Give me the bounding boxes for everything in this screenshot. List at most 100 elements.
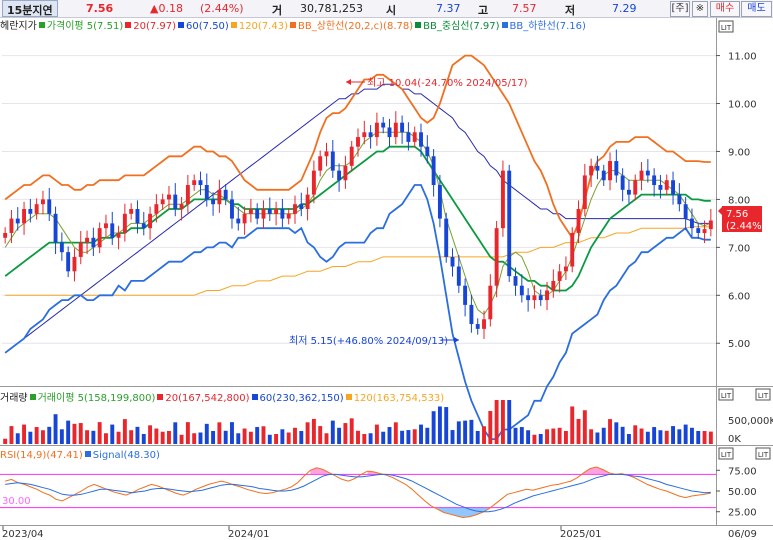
volume-bar: [582, 410, 587, 444]
candle-body: [3, 232, 8, 238]
candle-body: [274, 209, 279, 214]
volume-bar: [160, 431, 165, 444]
volume-bar: [620, 426, 625, 444]
candle-body: [658, 185, 663, 190]
candle-body: [242, 213, 247, 224]
candle-body: [53, 213, 58, 243]
candle-body: [708, 220, 713, 230]
stock-type-button[interactable]: [주]: [670, 1, 690, 17]
candle-body: [15, 218, 20, 224]
candle-body: [639, 170, 644, 181]
candle-body: [185, 185, 190, 205]
sell-button[interactable]: 매도: [741, 1, 772, 17]
volume-legend-item[interactable]: 거래량: [0, 393, 28, 404]
volume-bar: [349, 418, 354, 444]
pane-box-price[interactable]: LIT: [718, 20, 734, 33]
volume-bar: [324, 433, 329, 444]
volume-bar: [488, 411, 493, 444]
delay-label[interactable]: 15분지연: [2, 0, 58, 17]
candle-body: [563, 266, 568, 272]
volume-bar: [28, 431, 33, 444]
candle-body: [507, 170, 512, 277]
candle-body: [122, 213, 127, 233]
volume-bar: [513, 427, 518, 444]
candle-body: [356, 137, 360, 147]
volume-bar: [343, 423, 348, 444]
price-legend-item[interactable]: 60(7.50): [186, 21, 229, 32]
candle-body: [217, 189, 222, 205]
volume-bar: [255, 427, 260, 444]
volume-bar: [381, 431, 386, 444]
volume-bar: [551, 428, 556, 444]
volume-bar: [97, 422, 102, 444]
candle-body: [519, 285, 524, 296]
volume-bar: [305, 422, 310, 444]
candle-body: [85, 237, 90, 243]
pane-box-volume-right[interactable]: LIT: [755, 388, 771, 401]
candle-body: [488, 285, 493, 320]
candle-body: [9, 218, 14, 233]
volume-bar: [280, 429, 285, 444]
price-legend-item[interactable]: 120(7.43): [238, 21, 288, 32]
price-tick-label: 10.00: [728, 100, 757, 111]
candle-body: [104, 223, 108, 229]
volume-bar: [633, 425, 638, 444]
candle-body: [311, 170, 316, 195]
signal-line: [5, 473, 711, 513]
pane-box-price-label: LIT: [721, 24, 732, 32]
volume-bar: [658, 430, 663, 444]
volume-bar: [469, 419, 474, 444]
candle-body: [431, 156, 436, 186]
volume-bar: [293, 427, 297, 444]
x-tick-label: 2025/01: [560, 529, 602, 540]
price-legend-item[interactable]: 헤란지가: [0, 21, 37, 32]
x-tick-label: 06/09: [728, 529, 757, 540]
candle-body: [652, 175, 657, 186]
bb-upper-line: [4, 54, 711, 240]
candle-body: [482, 319, 486, 329]
pane-box-volume[interactable]: LIT: [718, 388, 734, 401]
buy-button[interactable]: 매수: [710, 1, 740, 17]
volume-bar: [387, 427, 392, 444]
candle-body: [538, 295, 543, 301]
price-legend-item[interactable]: BB_중심선(7.97): [423, 21, 500, 32]
bb-mid-line: [4, 145, 711, 292]
volume-tick-label: 0K: [728, 434, 741, 445]
price-legend-swatch: [289, 22, 296, 28]
price-legend-item[interactable]: 20(7.97): [133, 21, 177, 32]
price-legend: 헤란지가 가격이평 5(7.51) 20(7.97) 60(7.50) 120(7.43…: [0, 20, 588, 34]
rsi-line: [5, 466, 711, 519]
candle-body: [500, 170, 505, 229]
volume-legend-item[interactable]: 거래이평 5(158,199,800): [37, 393, 156, 404]
volume-bar: [463, 420, 468, 444]
volume-legend-item[interactable]: 120(163,754,533): [353, 393, 445, 404]
price-legend-item[interactable]: 가격이평 5(7.51): [46, 21, 124, 32]
price-tick-label: 11.00: [728, 52, 757, 63]
volume-bar: [337, 427, 342, 444]
volume-bar: [475, 430, 480, 444]
volume-bar: [412, 429, 417, 444]
volume-legend-swatch: [251, 394, 258, 400]
pane-box-rsi-right[interactable]: LIT: [755, 447, 771, 460]
volume-bar: [683, 424, 688, 444]
price-legend-item[interactable]: BB_상한선(20,2,c)(8.78): [297, 21, 414, 32]
price-legend-item[interactable]: BB_하한선(7.16): [509, 21, 586, 32]
candle-body: [393, 122, 398, 138]
settings-button[interactable]: ※: [692, 1, 708, 17]
candle-body: [450, 256, 455, 267]
pane-box-rsi[interactable]: LIT: [718, 447, 734, 460]
volume-bar: [154, 428, 159, 444]
volume-legend-item[interactable]: 60(230,362,150): [259, 393, 344, 404]
volume-bar: [545, 429, 549, 444]
volume-bar: [482, 426, 486, 444]
candle-body: [305, 194, 310, 209]
rsi-legend-item[interactable]: Signal(48.30): [92, 450, 160, 461]
volume-legend-swatch: [29, 394, 36, 400]
open-value: 7.37: [436, 2, 461, 15]
volume-bar: [318, 426, 323, 444]
volume-bar: [507, 400, 512, 444]
volume-legend-item[interactable]: 20(167,542,800): [165, 393, 250, 404]
volume-bar: [242, 428, 247, 444]
rsi-legend-item[interactable]: RSI(14,9)(47.41): [0, 450, 83, 461]
volume-bar: [141, 434, 146, 444]
